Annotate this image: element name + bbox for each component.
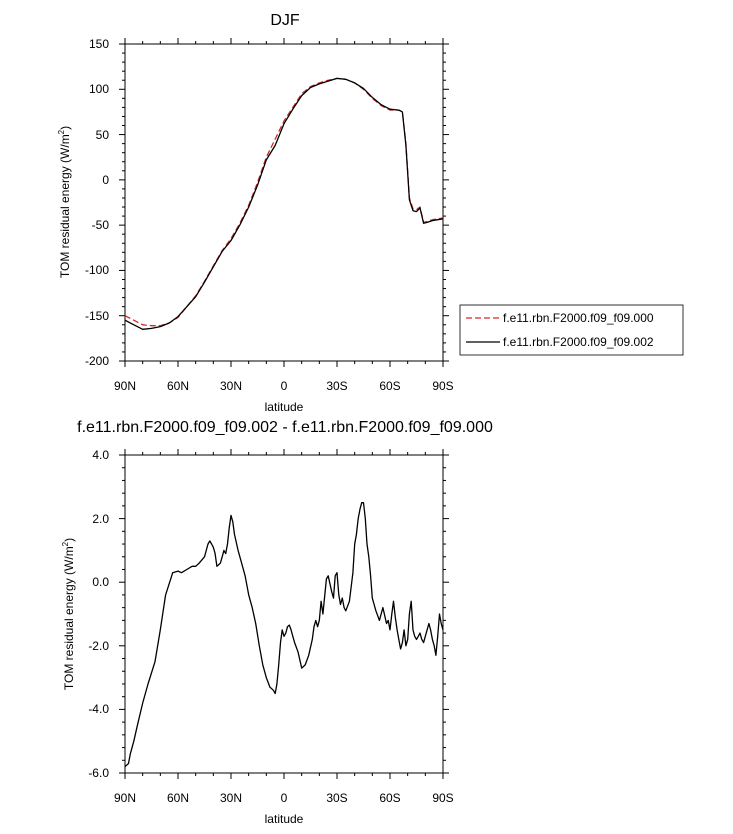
top-x-tick-label: 60S [379,379,400,393]
bottom-y-axis-label-sup: 2 [61,541,70,546]
series-line-002 [124,77,444,330]
top-y-axis-label: TOM residual energy (W/m2) [57,126,72,278]
bottom-y-tick-label: -6.0 [88,766,109,780]
difference-line [124,502,444,768]
top-y-tick-labels: -200 -150 -100 -50 0 50 100 150 [85,37,109,368]
bottom-y-axis-label: TOM residual energy (W/m2) [61,538,76,690]
bottom-x-axis-label: latitude [265,812,304,826]
legend: f.e11.rbn.F2000.f09_f09.000 f.e11.rbn.F2… [459,304,684,356]
top-x-tick-label: 30S [326,379,347,393]
top-y-axis-label-end: ) [58,126,72,130]
bottom-y-axis-label-end: ) [62,538,76,542]
bottom-y-tick-label: 0.0 [92,575,109,589]
top-x-tick-label: 90N [114,379,136,393]
top-y-tick-label: -100 [85,263,109,277]
top-x-tick-label: 90S [432,379,453,393]
bottom-x-tick-labels: 90N 60N 30N 0 30S 60S 90S [114,791,454,805]
top-y-tick-label: 150 [89,37,109,51]
bottom-y-tick-label: 2.0 [92,512,109,526]
top-series-group [124,77,444,330]
top-axis-ticks [119,38,449,367]
bottom-x-tick-label: 60S [379,791,400,805]
legend-label-002: f.e11.rbn.F2000.f09_f09.002 [503,335,654,349]
bottom-y-tick-label: -4.0 [88,702,109,716]
bottom-x-tick-label: 0 [281,791,288,805]
top-y-tick-label: -50 [92,218,110,232]
bottom-axis-ticks [119,449,449,779]
bottom-y-tick-label: 4.0 [92,448,109,462]
top-y-axis-label-sup: 2 [57,129,66,134]
bottom-y-tick-label: -2.0 [88,639,109,653]
top-y-tick-label: 50 [96,128,110,142]
bottom-y-axis-label-main: TOM residual energy (W/m [62,546,76,690]
top-x-axis-label: latitude [265,400,304,414]
bottom-series-group [124,502,444,768]
top-x-tick-label: 0 [281,379,288,393]
bottom-x-tick-label: 90N [114,791,136,805]
series-line-000 [124,77,444,327]
bottom-y-tick-labels: -6.0 -4.0 -2.0 0.0 2.0 4.0 [88,448,109,780]
top-x-tick-labels: 90N 60N 30N 0 30S 60S 90S [114,379,454,393]
bottom-x-tick-label: 30S [326,791,347,805]
top-x-tick-label: 30N [220,379,242,393]
legend-label-000: f.e11.rbn.F2000.f09_f09.000 [503,311,654,325]
bottom-x-tick-label: 60N [167,791,189,805]
bottom-x-tick-label: 90S [432,791,453,805]
top-chart-panel: DJF 90N 60N 30N 0 30S 60S 90S -200 -150 … [57,12,684,414]
top-y-tick-label: -150 [85,309,109,323]
top-x-tick-label: 60N [167,379,189,393]
bottom-chart-panel: f.e11.rbn.F2000.f09_f09.002 - f.e11.rbn.… [61,419,493,826]
top-chart-title: DJF [270,12,300,29]
top-y-axis-label-main: TOM residual energy (W/m [58,134,72,278]
top-y-tick-label: 100 [89,82,109,96]
bottom-x-tick-label: 30N [220,791,242,805]
top-y-tick-label: 0 [102,173,109,187]
top-plot-frame [124,43,444,362]
bottom-chart-title: f.e11.rbn.F2000.f09_f09.002 - f.e11.rbn.… [77,419,493,436]
legend-box [459,304,684,356]
top-y-tick-label: -200 [85,354,109,368]
